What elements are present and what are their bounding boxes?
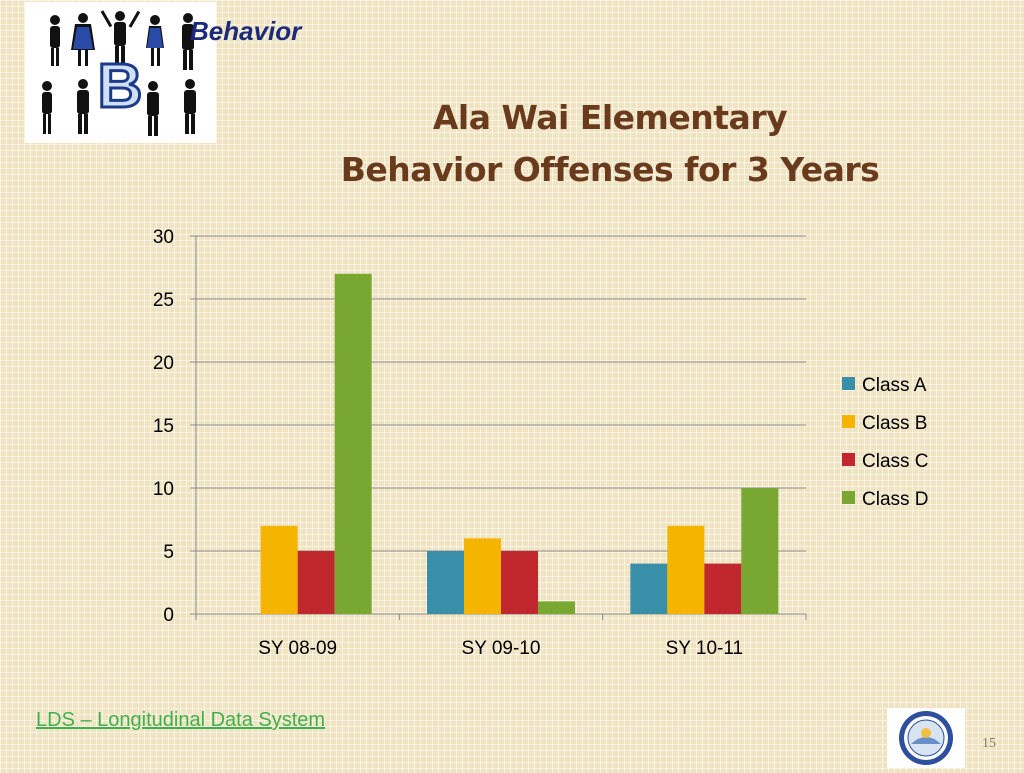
bar-class-c xyxy=(501,551,538,614)
y-tick-label: 20 xyxy=(153,353,174,374)
logo-letter: B xyxy=(98,52,143,121)
y-tick-label: 5 xyxy=(163,542,174,563)
section-title: Behavior xyxy=(190,16,302,46)
bar-class-b xyxy=(667,525,705,614)
bar-class-c xyxy=(704,563,742,614)
y-tick-label: 15 xyxy=(153,416,174,437)
legend-label: Class B xyxy=(862,413,927,434)
legend-label: Class A xyxy=(862,375,927,396)
department-seal xyxy=(887,708,965,768)
y-tick-label: 30 xyxy=(153,227,174,248)
bar-class-d xyxy=(538,601,575,614)
legend-swatch xyxy=(842,415,855,428)
x-tick-label: SY 10-11 xyxy=(666,638,743,659)
legend-label: Class C xyxy=(862,451,929,472)
x-tick-label: SY 08-09 xyxy=(258,638,337,659)
lds-link[interactable]: LDS – Longitudinal Data System xyxy=(36,709,326,731)
legend-swatch xyxy=(842,453,855,466)
y-tick-label: 0 xyxy=(163,605,174,626)
page-number: 15 xyxy=(982,736,996,751)
bar-class-b xyxy=(260,525,298,614)
bar-class-d xyxy=(334,273,372,614)
chart-title-line1: Ala Wai Elementary xyxy=(432,98,788,137)
bar-class-b xyxy=(464,538,501,614)
x-tick-label: SY 09-10 xyxy=(462,638,541,659)
legend-label: Class D xyxy=(862,489,929,510)
y-tick-label: 25 xyxy=(153,290,174,311)
seal-icon xyxy=(899,711,953,765)
bar-class-a xyxy=(427,551,464,614)
bar-class-d xyxy=(741,488,779,614)
behavior-logo: B xyxy=(25,2,216,143)
legend-swatch xyxy=(842,377,855,390)
legend-swatch xyxy=(842,491,855,504)
bar-class-a xyxy=(630,563,668,614)
y-tick-label: 10 xyxy=(153,479,174,500)
chart-title: Ala Wai Elementary Behavior Offenses for… xyxy=(240,92,980,196)
bar-class-c xyxy=(297,551,335,614)
chart-title-line2: Behavior Offenses for 3 Years xyxy=(340,150,880,189)
people-silhouettes-icon: B xyxy=(42,10,196,136)
